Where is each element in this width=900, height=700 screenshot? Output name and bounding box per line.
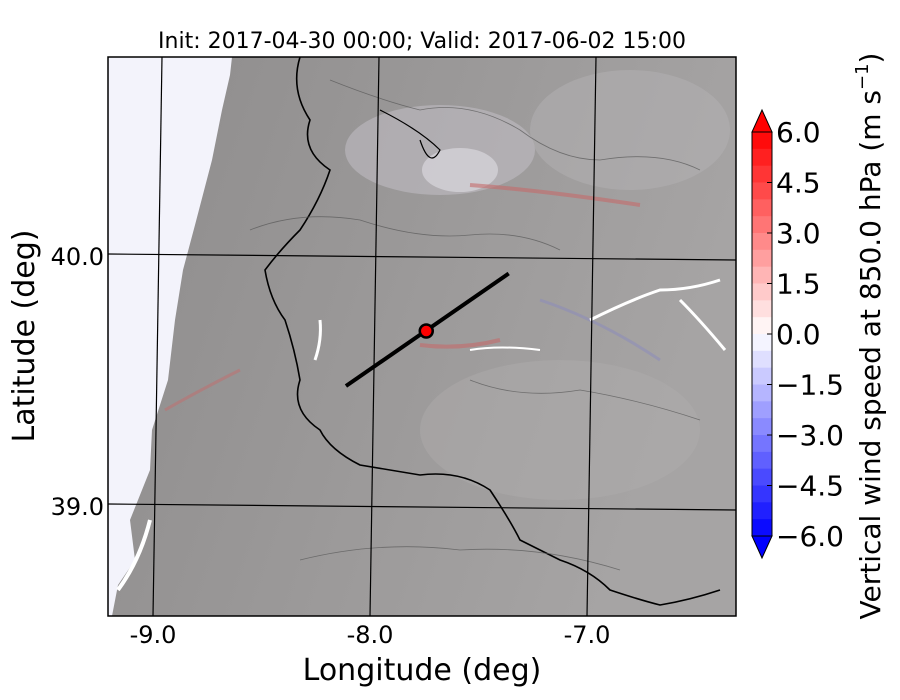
colorbar-tick-label: 6.0 [776,116,821,149]
location-marker [418,323,434,339]
colorbar-label-end: ) [854,53,887,64]
region-boundary [264,57,721,606]
river [116,519,152,592]
colorbar-segment [752,317,772,335]
gridlines [108,57,736,616]
colorbar-segment [752,418,772,436]
x-tick-label: -8.0 [347,621,394,649]
colorbar-segment [752,249,772,268]
colorbar-label: Vertical wind speed at 850.0 hPa (m s−1) [852,53,887,620]
terrain-contour [469,379,701,421]
colorbar-segment [752,502,772,520]
colorbar-max-extend [751,108,773,133]
colorbar: 6.0 4.5 3.0 1.5 0.0 −1.5 −3.0 −4.5 −6.0 [751,108,844,560]
terrain-contour [329,79,701,171]
colorbar-segment [752,451,772,470]
colorbar-label-superscript: −1 [852,63,873,90]
meridian-gridline [152,57,163,616]
colorbar-segment [752,367,772,385]
river [678,298,727,351]
colorbar-segment [752,283,772,301]
y-tick-labels: 40.0 39.0 [51,243,104,521]
colorbar-tick-label: −1.5 [776,369,844,402]
colorbar-segment [752,266,772,284]
colorbar-segment [752,132,772,150]
colorbar-segment [752,300,772,318]
x-tick-label: -9.0 [130,621,177,649]
colorbar-segment [752,334,772,352]
colorbar-segment [752,401,772,419]
x-axis-label: Longitude (deg) [303,653,542,688]
updraft-streak [164,368,241,412]
colorbar-min-extend [751,535,773,560]
colorbar-segment [752,216,772,234]
parallel-gridline [108,503,736,511]
updraft-streak [419,338,501,349]
colorbar-tick-label: −6.0 [776,520,844,553]
river [589,278,721,322]
x-tick-labels: -9.0 -8.0 -7.0 [130,621,611,649]
downdraft-streak [539,298,661,362]
terrain-contour [299,546,621,571]
colorbar-segment [752,350,772,369]
colorbar-segment [752,233,772,251]
colorbar-tick-label: 4.5 [776,167,821,200]
meridian-gridline [369,57,380,616]
upland-area [530,70,730,190]
parallel-gridline [108,253,736,261]
colorbar-segment [752,435,772,453]
colorbar-segment [752,384,772,402]
colorbar-segment [752,468,772,486]
river [313,319,322,361]
colorbar-tick-label: 3.0 [776,217,821,250]
y-tick-label: 39.0 [51,493,104,521]
colorbar-segment [752,182,772,200]
colorbar-segment [752,199,772,217]
x-tick-label: -7.0 [564,621,611,649]
colorbar-tick-label: −4.5 [776,470,844,503]
river [469,346,541,351]
overlay-layer [344,271,510,388]
colorbar-tick-label: 0.0 [776,318,821,351]
map-frame [107,56,737,617]
colorbar-segment [752,485,772,503]
map-title: Init: 2017-04-30 00:00; Valid: 2017-06-0… [158,29,686,54]
colorbar-segment [752,148,772,167]
meridian-gridline [586,57,597,616]
colorbar-tick-label: 1.5 [776,268,821,301]
updraft-streak [469,183,641,207]
colorbar-segment [752,519,772,537]
y-axis-label: Latitude (deg) [7,230,42,443]
colorbar-tick-label: −3.0 [776,419,844,452]
terrain-contour [249,216,561,251]
lowland-area [420,360,700,500]
y-tick-label: 40.0 [51,243,104,271]
colorbar-segment [752,165,772,183]
region-boundary [379,109,441,159]
